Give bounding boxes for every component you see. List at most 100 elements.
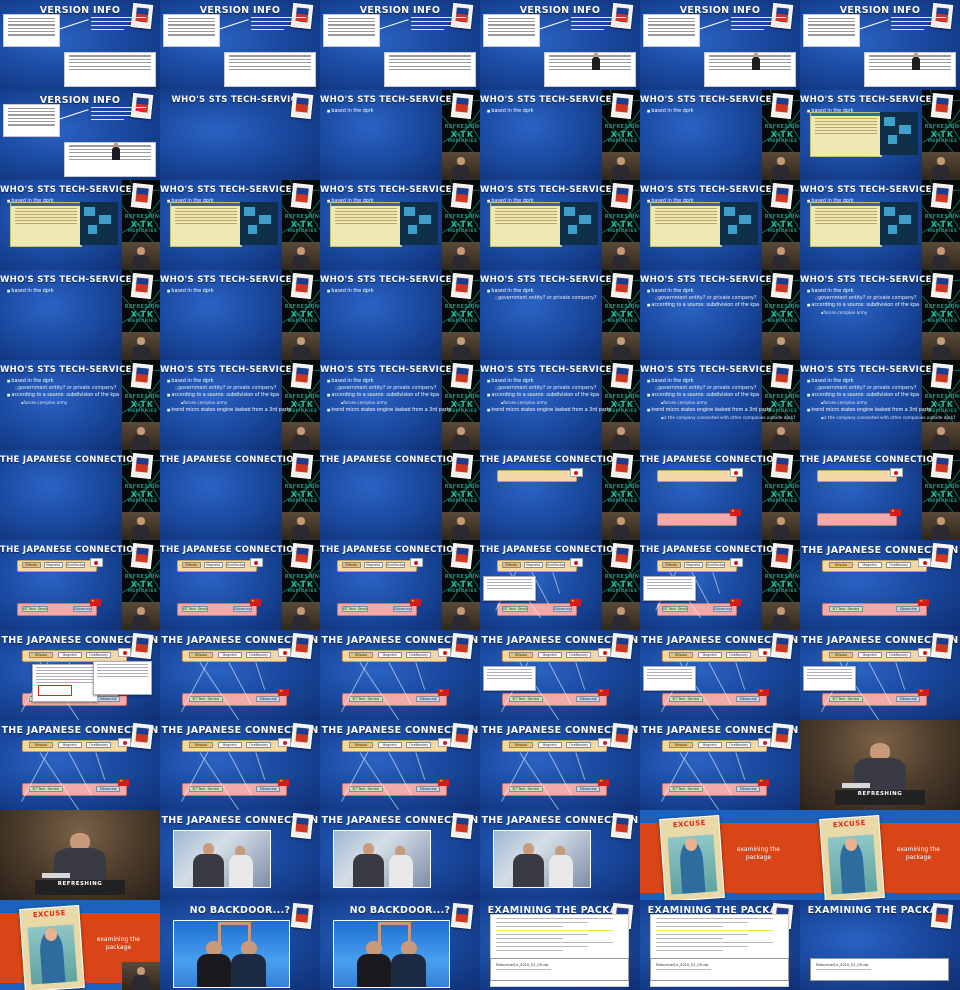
slide-thumbnail[interactable]: VERSION INFO	[0, 90, 160, 180]
slide-thumbnail[interactable]: REFRESHING X-TK MEMORIES THE JAPANESE CONNE…	[320, 450, 480, 540]
speaker-camera-inset	[441, 602, 480, 630]
slide-thumbnail[interactable]: VERSION INFO	[160, 0, 320, 90]
japan-bar	[657, 469, 737, 482]
brand-bottom-text: MEMORIES	[927, 229, 958, 235]
slide-thumbnail[interactable]: VERSION INFO	[0, 0, 160, 90]
slide-thumbnail[interactable]: REFRESHING X-TK MEMORIES WHO'S STS TECH-SER…	[480, 180, 640, 270]
pointer-arrow	[57, 18, 89, 30]
slide-thumbnail[interactable]: REFRESHING X-TK MEMORIES WHO'S STS TECH-SER…	[320, 360, 480, 450]
slide-thumbnail[interactable]: VERSION INFO	[480, 0, 640, 90]
conference-brand: REFRESHING X-TK MEMORIES	[605, 484, 640, 504]
slide-thumbnail[interactable]: REFRESHING X-TK MEMORIES WHO'S STS TECH-SER…	[800, 270, 960, 360]
pointer-arrow	[697, 18, 729, 30]
slide-thumbnail[interactable]: WHO'S STS TECH-SERVICE?	[160, 90, 320, 180]
brand-bottom-text: MEMORIES	[607, 319, 638, 325]
slide-thumbnail[interactable]: REFRESHING X-TK MEMORIES WHO'S STS TECH-SER…	[0, 360, 160, 450]
slide-thumbnail[interactable]: REFRESHING	[800, 720, 960, 810]
code-line	[869, 62, 951, 64]
slide-thumbnail[interactable]: REFRESHING X-TK MEMORIES WHO'S STS TECH-SER…	[480, 90, 640, 180]
code-line	[808, 31, 855, 33]
slide-thumbnail[interactable]: REFRESHING X-TK MEMORIES WHO'S STS TECH-SER…	[160, 270, 320, 360]
slide-title: WHO'S STS TECH-SERVICE?	[800, 95, 937, 105]
slide-thumbnail[interactable]: THE JAPANESE CONNECTION	[480, 810, 640, 900]
brand-bottom-text: MEMORIES	[927, 409, 958, 415]
china-flag-icon	[918, 688, 930, 697]
slide-thumbnail[interactable]: REFRESHING X-TK MEMORIES THE JAPANESE CONNE…	[480, 540, 640, 630]
slide-thumbnail[interactable]: REFRESHING X-TK MEMORIES THE JAPANESE CONNE…	[640, 540, 800, 630]
slide-thumbnail[interactable]: REFRESHING X-TK MEMORIES THE JAPANESE CONNE…	[480, 450, 640, 540]
slide-thumbnail[interactable]: REFRESHING X-TK MEMORIES THE JAPANESE CONNE…	[160, 540, 320, 630]
speaker-body	[854, 757, 906, 794]
slide-thumbnail[interactable]: THE JAPANESE CONNECTION	[160, 810, 320, 900]
conference-logo-icon	[130, 633, 154, 659]
slide-thumbnail[interactable]: REFRESHING X-TK MEMORIES THE JAPANESE CONNE…	[320, 540, 480, 630]
info-line	[91, 29, 125, 31]
slide-thumbnail[interactable]: REFRESHING X-TK MEMORIES WHO'S STS TECH-SER…	[800, 360, 960, 450]
slide-thumbnail[interactable]: REFRESHING X-TK MEMORIES WHO'S STS TECH-SER…	[160, 360, 320, 450]
document-line	[494, 216, 557, 218]
slide-thumbnail[interactable]: REFRESHING X-TK MEMORIES THE JAPANESE CONNE…	[160, 450, 320, 540]
slide-thumbnail[interactable]: REFRESHING X-TK MEMORIES WHO'S STS TECH-SER…	[640, 90, 800, 180]
conference-logo-icon	[930, 93, 954, 119]
browser-popup-2	[92, 660, 153, 695]
slide-thumbnail[interactable]: REFRESHING X-TK MEMORIES WHO'S STS TECH-SER…	[640, 180, 800, 270]
slide-thumbnail[interactable]: REFRESHING X-TK MEMORIES WHO'S STS TECH-SER…	[480, 360, 640, 450]
slide-thumbnail[interactable]: REFRESHING X-TK MEMORIES WHO'S STS TECH-SER…	[320, 90, 480, 180]
slide-thumbnail[interactable]: EXAMINING THE PACKAGE SiVaccine4.x_2015_0…	[480, 900, 640, 990]
bullet-item: trend micro states engine leaked from a …	[487, 407, 611, 414]
slide-thumbnail[interactable]: EXCUSE examining the package	[800, 810, 960, 900]
code-line	[229, 65, 311, 67]
slide-thumbnail[interactable]: REFRESHING X-TK MEMORIES WHO'S STS TECH-SER…	[0, 270, 160, 360]
slide-thumbnail[interactable]: REFRESHING X-TK MEMORIES THE JAPANESE CONNE…	[800, 450, 960, 540]
slide-title: THE JAPANESE CONNECTION	[801, 545, 959, 556]
slide-thumbnail[interactable]: REFRESHING X-TK MEMORIES THE JAPANESE CONNE…	[0, 540, 160, 630]
slide-thumbnail[interactable]: NO BACKDOOR...?	[160, 900, 320, 990]
slide-thumbnail[interactable]: VERSION INFO	[800, 0, 960, 90]
slide-thumbnail[interactable]: REFRESHING X-TK MEMORIES WHO'S STS TECH-SER…	[640, 270, 800, 360]
conference-brand: REFRESHING X-TK MEMORIES	[445, 574, 480, 594]
slide-thumbnail[interactable]: REFRESHING X-TK MEMORIES WHO'S STS TECH-SER…	[480, 270, 640, 360]
code-line	[168, 24, 215, 26]
slide-thumbnail[interactable]: THE JAPANESE CONNECTION	[320, 810, 480, 900]
popup-line	[807, 675, 853, 676]
slide-thumbnail[interactable]: VERSION INFO	[320, 0, 480, 90]
info-line	[891, 17, 946, 19]
slide-thumbnail[interactable]: EXCUSE examining the package	[640, 810, 800, 900]
slide-thumbnail[interactable]: REFRESHING X-TK MEMORIES WHO'S STS TECH-SER…	[800, 90, 960, 180]
japan-flag-icon	[918, 648, 932, 657]
slide-thumbnail[interactable]: REFRESHING X-TK MEMORIES WHO'S STS TECH-SER…	[320, 270, 480, 360]
slide-thumbnail[interactable]: REFRESHING X-TK MEMORIES WHO'S STS TECH-SER…	[800, 180, 960, 270]
code-line	[549, 65, 631, 67]
code-line	[69, 65, 151, 67]
slide-thumbnail[interactable]: EXCUSE examining the package	[0, 900, 160, 990]
document-line	[14, 222, 77, 224]
slide-thumbnail[interactable]: REFRESHING X-TK MEMORIES THE JAPANESE CONNE…	[0, 450, 160, 540]
slide-thumbnail[interactable]: REFRESHING X-TK MEMORIES WHO'S STS TECH-SER…	[0, 180, 160, 270]
code-line	[808, 27, 855, 29]
slide-thumbnail[interactable]: REFRESHING X-TK MEMORIES WHO'S STS TECH-SER…	[640, 360, 800, 450]
subtitle-line-2: package	[105, 944, 132, 951]
slide-thumbnail[interactable]: REFRESHING X-TK MEMORIES WHO'S STS TECH-SER…	[160, 180, 320, 270]
document-line	[334, 210, 397, 212]
slide-thumbnail[interactable]: NO BACKDOOR...?	[320, 900, 480, 990]
slide-thumbnail[interactable]: EXAMINING THE PACKAGE SiVaccine4.x_2015_0…	[800, 900, 960, 990]
slide-thumbnail[interactable]: VERSION INFO	[640, 0, 800, 90]
slide-thumbnail[interactable]: REFRESHING X-TK MEMORIES WHO'S STS TECH-SER…	[320, 180, 480, 270]
japanese-chip-top-left: Ritsuko	[181, 561, 201, 568]
slide-thumbnail[interactable]: EXAMINING THE PACKAGE SiVaccine4.x_2015_0…	[640, 900, 800, 990]
slide-title: WHO'S STS TECH-SERVICE?	[800, 185, 937, 195]
slide-thumbnail[interactable]: REFRESHING	[0, 810, 160, 900]
slide-thumbnail[interactable]: REFRESHING X-TK MEMORIES THE JAPANESE CONNE…	[640, 450, 800, 540]
